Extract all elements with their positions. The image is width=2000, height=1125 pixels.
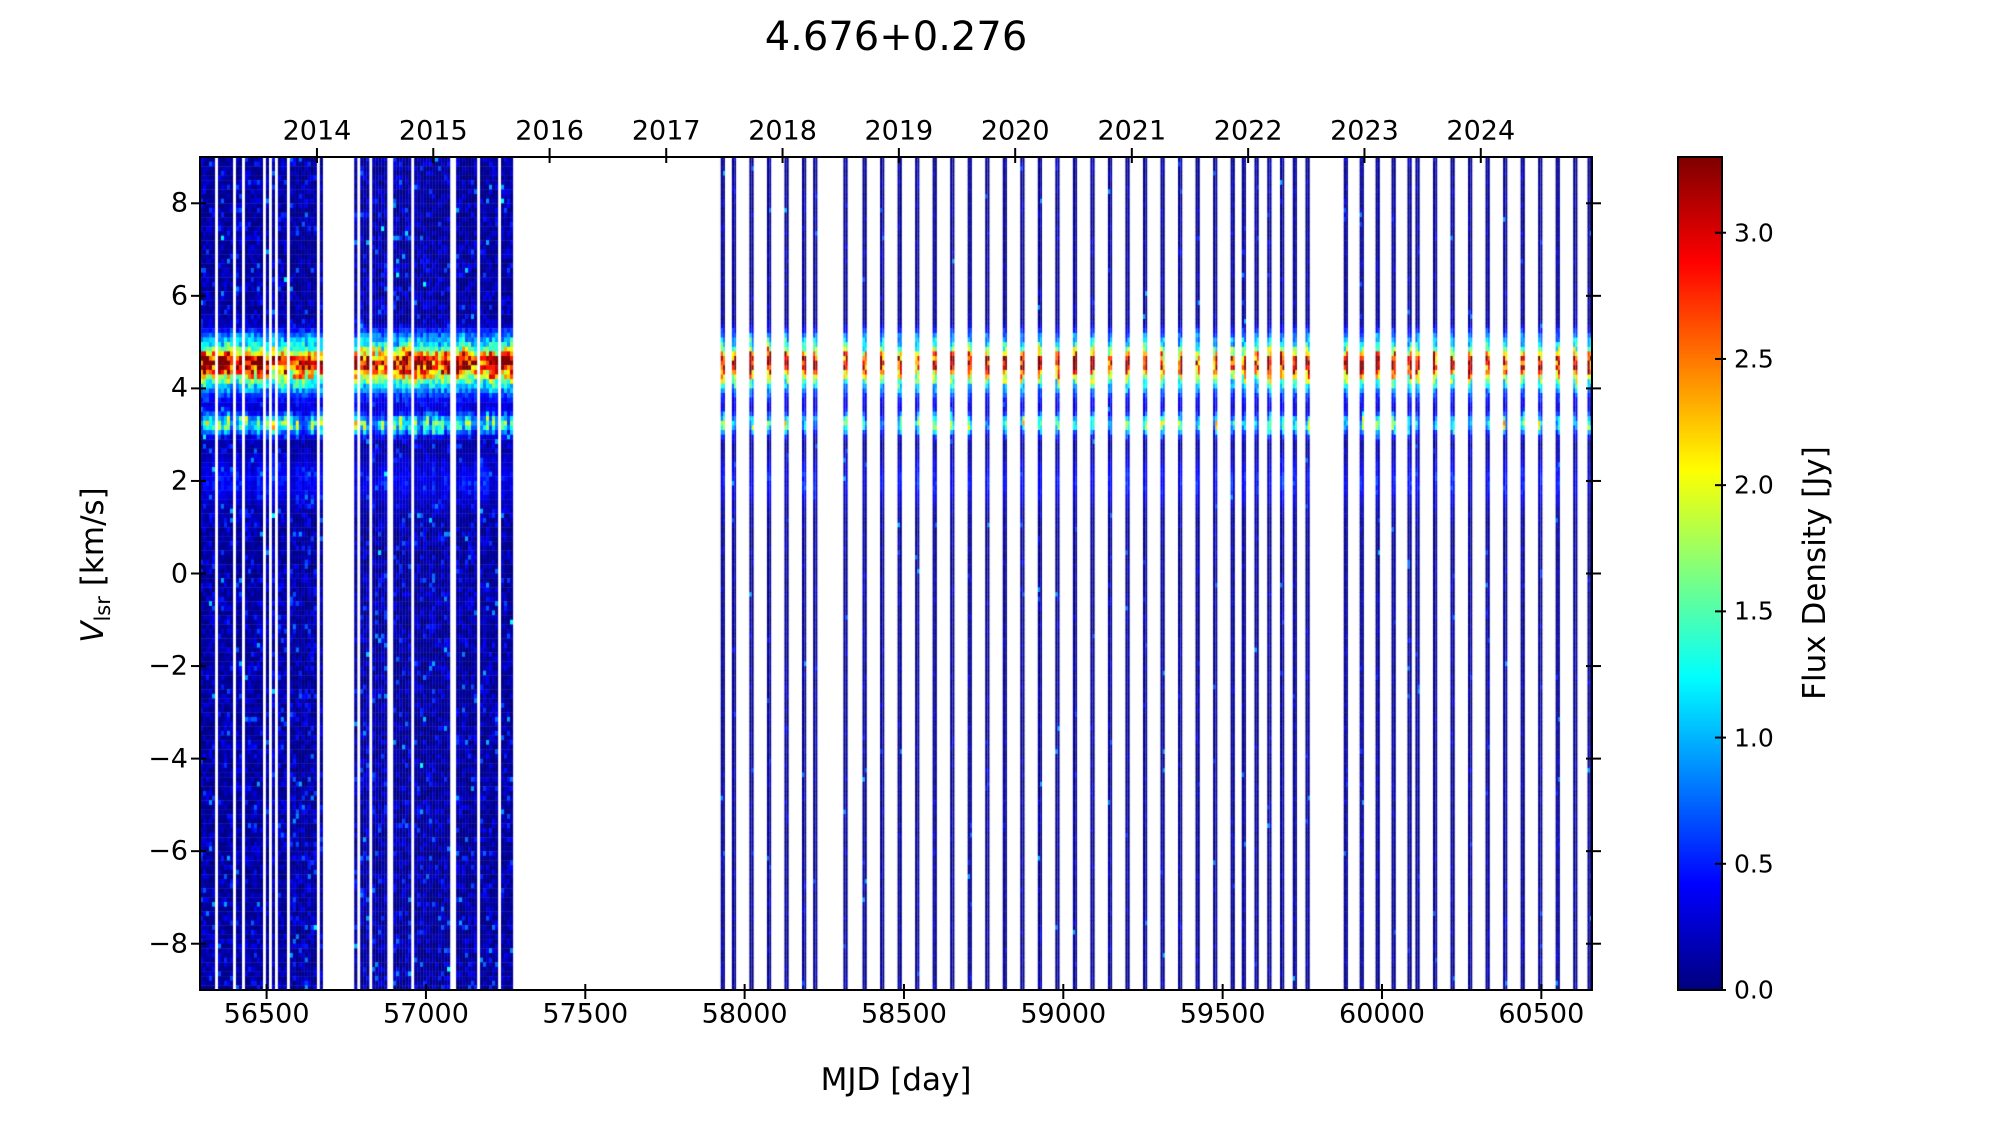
year-tick-label-2024: 2024 [1446,115,1516,147]
heatmap-canvas [200,157,1592,990]
x-tick-label-57500: 57500 [542,998,629,1030]
year-tick-label-2022: 2022 [1213,115,1283,147]
colorbar-tick-label-0.5: 0.5 [1734,849,1774,879]
year-tick-label-2015: 2015 [398,115,468,147]
y-tick-label--4: −4 [148,743,188,775]
x-tick-label-57000: 57000 [382,998,469,1030]
x-tick-label-58000: 58000 [701,998,788,1030]
y-tick-label--8: −8 [148,928,188,960]
y-tick-label--2: −2 [148,650,188,682]
y-axis-units: [km/s] [74,487,111,587]
year-tick-label-2016: 2016 [515,115,584,147]
year-tick-label-2023: 2023 [1330,115,1399,147]
year-tick-label-2018: 2018 [748,115,817,147]
x-axis-label: MJD [day] [820,1062,972,1098]
y-tick-label-0: 0 [170,558,188,589]
year-tick-label-2014: 2014 [282,115,352,147]
x-tick-label-60000: 60000 [1339,998,1425,1030]
year-tick-label-2021: 2021 [1097,115,1167,147]
colorbar-tick-label-2.0: 2.0 [1734,470,1774,500]
y-tick-label--6: −6 [148,835,188,867]
y-axis-label: Vlsr [km/s] [75,487,115,643]
x-tick-label-59000: 59000 [1020,998,1107,1030]
colorbar-tick-label-3.0: 3.0 [1734,218,1774,248]
plot-title: 4.676+0.276 [764,14,1028,60]
x-tick-label-59500: 59500 [1179,998,1266,1030]
colorbar-label: Flux Density [Jy] [1797,446,1833,700]
colorbar-tick-label-1.5: 1.5 [1734,596,1774,626]
year-tick-label-2019: 2019 [864,115,934,147]
colorbar-tick-label-1.0: 1.0 [1734,723,1774,753]
x-tick-label-60500: 60500 [1498,998,1585,1030]
y-tick-label-4: 4 [170,372,188,404]
x-tick-label-56500: 56500 [223,998,310,1030]
y-axis-symbol: V [74,621,111,643]
y-tick-label-2: 2 [170,465,188,497]
colorbar-gradient [1678,157,1722,990]
colorbar-tick-label-0.0: 0.0 [1734,975,1774,1005]
y-axis-subscript: lsr [90,596,116,622]
x-tick-label-58500: 58500 [861,998,947,1030]
y-tick-label-6: 6 [170,280,188,312]
year-tick-label-2020: 2020 [980,115,1050,147]
colorbar-tick-label-2.5: 2.5 [1734,344,1774,374]
year-tick-label-2017: 2017 [631,115,701,147]
y-tick-label-8: 8 [170,187,188,219]
